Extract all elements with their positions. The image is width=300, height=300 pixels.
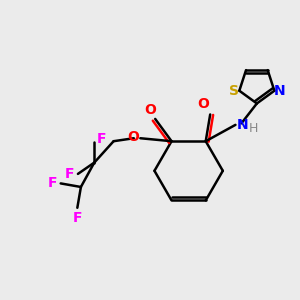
Text: N: N <box>237 118 249 132</box>
Text: O: O <box>144 103 156 116</box>
Text: F: F <box>73 211 82 225</box>
Text: F: F <box>48 176 57 190</box>
Text: S: S <box>229 84 239 98</box>
Text: O: O <box>197 98 209 112</box>
Text: F: F <box>97 132 107 146</box>
Text: H: H <box>249 122 258 135</box>
Text: F: F <box>65 167 74 181</box>
Text: O: O <box>127 130 139 144</box>
Text: N: N <box>274 84 286 98</box>
